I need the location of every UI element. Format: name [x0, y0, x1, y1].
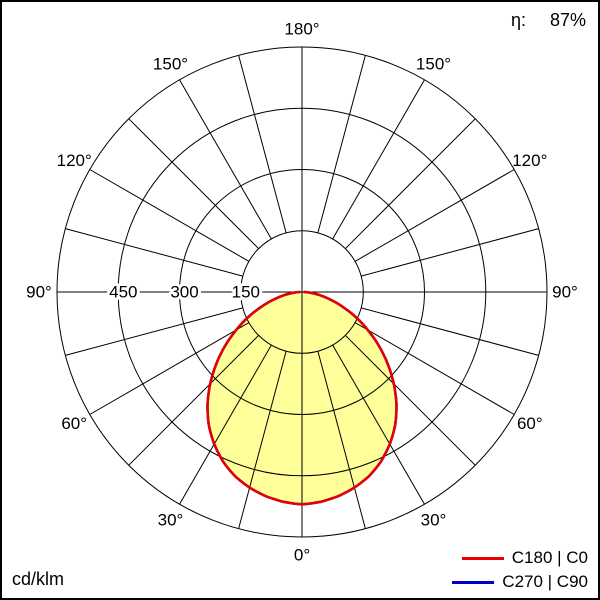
grid-spoke — [317, 351, 366, 529]
grid-spoke — [89, 322, 250, 415]
legend-line-c270-c90 — [452, 580, 495, 584]
angle-label: 90° — [26, 283, 52, 302]
grid-spoke — [344, 334, 476, 466]
angle-label: 120° — [57, 151, 92, 170]
grid-spoke — [354, 322, 515, 415]
grid-spoke — [344, 118, 476, 250]
angle-label: 30° — [421, 510, 447, 529]
grid-spoke — [317, 55, 366, 233]
angle-label: 0° — [294, 546, 310, 565]
angle-label: 150° — [416, 55, 451, 74]
grid-spoke — [354, 169, 515, 262]
grid-spoke — [128, 118, 260, 250]
legend: C180 | C0 C270 | C90 — [452, 548, 588, 592]
grid-spoke — [361, 307, 539, 356]
grid-spoke — [238, 55, 287, 233]
grid-spoke — [65, 307, 243, 356]
angle-label: 150° — [153, 55, 188, 74]
legend-line-c180-c0 — [461, 556, 504, 560]
grid-spoke — [89, 169, 250, 262]
angle-label: 60° — [61, 414, 87, 433]
grid-spoke — [179, 344, 272, 505]
grid-spoke — [238, 351, 287, 529]
angle-label: 30° — [158, 510, 184, 529]
efficiency-value: 87% — [549, 10, 586, 30]
angle-label: 60° — [517, 414, 543, 433]
angle-label: 120° — [512, 151, 547, 170]
grid-spoke — [361, 228, 539, 277]
angle-label: 180° — [284, 20, 319, 39]
angle-label: 90° — [552, 283, 578, 302]
grid-spoke — [332, 344, 425, 505]
legend-item-c180-c0: C180 | C0 — [452, 548, 588, 568]
distribution-curve-c180-c0 — [206, 290, 398, 506]
grid-spoke — [128, 334, 260, 466]
radial-label: 300 — [170, 283, 198, 302]
legend-label-c270-c90: C270 | C90 — [502, 572, 588, 591]
legend-label-c180-c0: C180 | C0 — [511, 548, 588, 567]
efficiency-readout: η: 87% — [511, 10, 586, 31]
efficiency-label: η: — [510, 10, 526, 30]
grid-spoke — [65, 228, 243, 277]
grid-spoke — [179, 79, 272, 240]
radial-label: 450 — [109, 283, 137, 302]
radial-label: 150 — [232, 283, 260, 302]
grid-spoke — [332, 79, 425, 240]
unit-label: cd/klm — [12, 569, 65, 589]
legend-item-c270-c90: C270 | C90 — [452, 572, 588, 592]
